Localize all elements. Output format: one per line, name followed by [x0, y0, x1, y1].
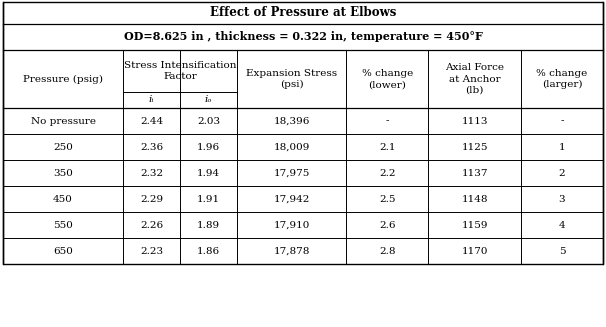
Text: 18,396: 18,396 [273, 116, 310, 126]
Text: 250: 250 [53, 143, 73, 151]
Text: -: - [385, 116, 389, 126]
Text: 17,942: 17,942 [273, 195, 310, 203]
Text: 1.91: 1.91 [197, 195, 220, 203]
Text: 450: 450 [53, 195, 73, 203]
Text: 1137: 1137 [461, 168, 488, 178]
Text: 2.44: 2.44 [140, 116, 163, 126]
Text: 17,975: 17,975 [273, 168, 310, 178]
Text: 2.1: 2.1 [379, 143, 395, 151]
Text: 2.2: 2.2 [379, 168, 395, 178]
Text: 4: 4 [559, 220, 565, 230]
Bar [3, 2, 603, 264]
Text: 2.6: 2.6 [379, 220, 395, 230]
Text: 2: 2 [559, 168, 565, 178]
Text: 1170: 1170 [461, 247, 488, 255]
Text: 2.03: 2.03 [197, 116, 220, 126]
Text: Stress Intensification
Factor: Stress Intensification Factor [124, 61, 236, 81]
Text: iₒ: iₒ [205, 95, 212, 105]
Text: 650: 650 [53, 247, 73, 255]
Text: 1.86: 1.86 [197, 247, 220, 255]
Text: 1148: 1148 [461, 195, 488, 203]
Text: 1159: 1159 [461, 220, 488, 230]
Text: 2.26: 2.26 [140, 220, 163, 230]
Text: 1125: 1125 [461, 143, 488, 151]
Text: 1: 1 [559, 143, 565, 151]
Text: 3: 3 [559, 195, 565, 203]
Text: 2.32: 2.32 [140, 168, 163, 178]
Text: iᵢ: iᵢ [149, 95, 155, 105]
Text: 2.36: 2.36 [140, 143, 163, 151]
Text: Pressure (psig): Pressure (psig) [23, 75, 103, 84]
Text: 2.5: 2.5 [379, 195, 395, 203]
Text: Expansion Stress
(psi): Expansion Stress (psi) [246, 69, 337, 89]
Text: 1113: 1113 [461, 116, 488, 126]
Text: 2.23: 2.23 [140, 247, 163, 255]
Text: -: - [561, 116, 564, 126]
Text: Axial Force
at Anchor
(lb): Axial Force at Anchor (lb) [445, 63, 504, 95]
Text: 5: 5 [559, 247, 565, 255]
Text: % change
(lower): % change (lower) [362, 69, 413, 89]
Text: 2.29: 2.29 [140, 195, 163, 203]
Text: 17,878: 17,878 [273, 247, 310, 255]
Text: 2.8: 2.8 [379, 247, 395, 255]
Text: Effect of Pressure at Elbows: Effect of Pressure at Elbows [210, 7, 396, 20]
Text: 17,910: 17,910 [273, 220, 310, 230]
Text: 1.89: 1.89 [197, 220, 220, 230]
Text: 550: 550 [53, 220, 73, 230]
Text: OD=8.625 in , thickness = 0.322 in, temperature = 450°F: OD=8.625 in , thickness = 0.322 in, temp… [124, 31, 482, 43]
Text: 18,009: 18,009 [273, 143, 310, 151]
Text: % change
(larger): % change (larger) [536, 69, 588, 89]
Text: No pressure: No pressure [31, 116, 96, 126]
Text: 1.96: 1.96 [197, 143, 220, 151]
Text: 350: 350 [53, 168, 73, 178]
Text: 1.94: 1.94 [197, 168, 220, 178]
